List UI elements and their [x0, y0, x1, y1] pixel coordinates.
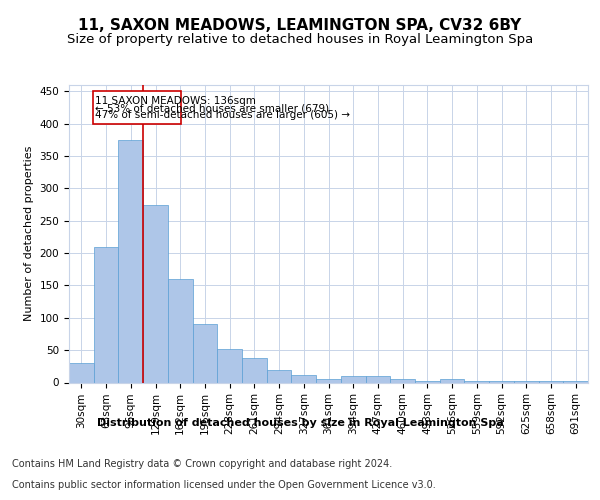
- Text: ← 53% of detached houses are smaller (679): ← 53% of detached houses are smaller (67…: [95, 103, 329, 113]
- Bar: [267, 370, 292, 382]
- Bar: [193, 324, 217, 382]
- Bar: [365, 376, 390, 382]
- Bar: [539, 381, 563, 382]
- Bar: [94, 246, 118, 382]
- Y-axis label: Number of detached properties: Number of detached properties: [24, 146, 34, 322]
- Bar: [316, 378, 341, 382]
- Text: 11 SAXON MEADOWS: 136sqm: 11 SAXON MEADOWS: 136sqm: [95, 96, 256, 106]
- Text: Distribution of detached houses by size in Royal Leamington Spa: Distribution of detached houses by size …: [97, 418, 503, 428]
- Text: Contains public sector information licensed under the Open Government Licence v3: Contains public sector information licen…: [12, 480, 436, 490]
- FancyBboxPatch shape: [93, 92, 181, 124]
- Bar: [464, 381, 489, 382]
- Text: Contains HM Land Registry data © Crown copyright and database right 2024.: Contains HM Land Registry data © Crown c…: [12, 459, 392, 469]
- Bar: [514, 381, 539, 382]
- Bar: [563, 381, 588, 382]
- Bar: [69, 363, 94, 382]
- Text: 47% of semi-detached houses are larger (605) →: 47% of semi-detached houses are larger (…: [95, 110, 350, 120]
- Bar: [415, 380, 440, 382]
- Bar: [143, 204, 168, 382]
- Bar: [390, 380, 415, 382]
- Bar: [242, 358, 267, 382]
- Bar: [341, 376, 365, 382]
- Bar: [489, 381, 514, 382]
- Bar: [217, 349, 242, 382]
- Bar: [440, 380, 464, 382]
- Text: 11, SAXON MEADOWS, LEAMINGTON SPA, CV32 6BY: 11, SAXON MEADOWS, LEAMINGTON SPA, CV32 …: [79, 18, 521, 32]
- Text: Size of property relative to detached houses in Royal Leamington Spa: Size of property relative to detached ho…: [67, 32, 533, 46]
- Bar: [168, 279, 193, 382]
- Bar: [292, 374, 316, 382]
- Bar: [118, 140, 143, 382]
